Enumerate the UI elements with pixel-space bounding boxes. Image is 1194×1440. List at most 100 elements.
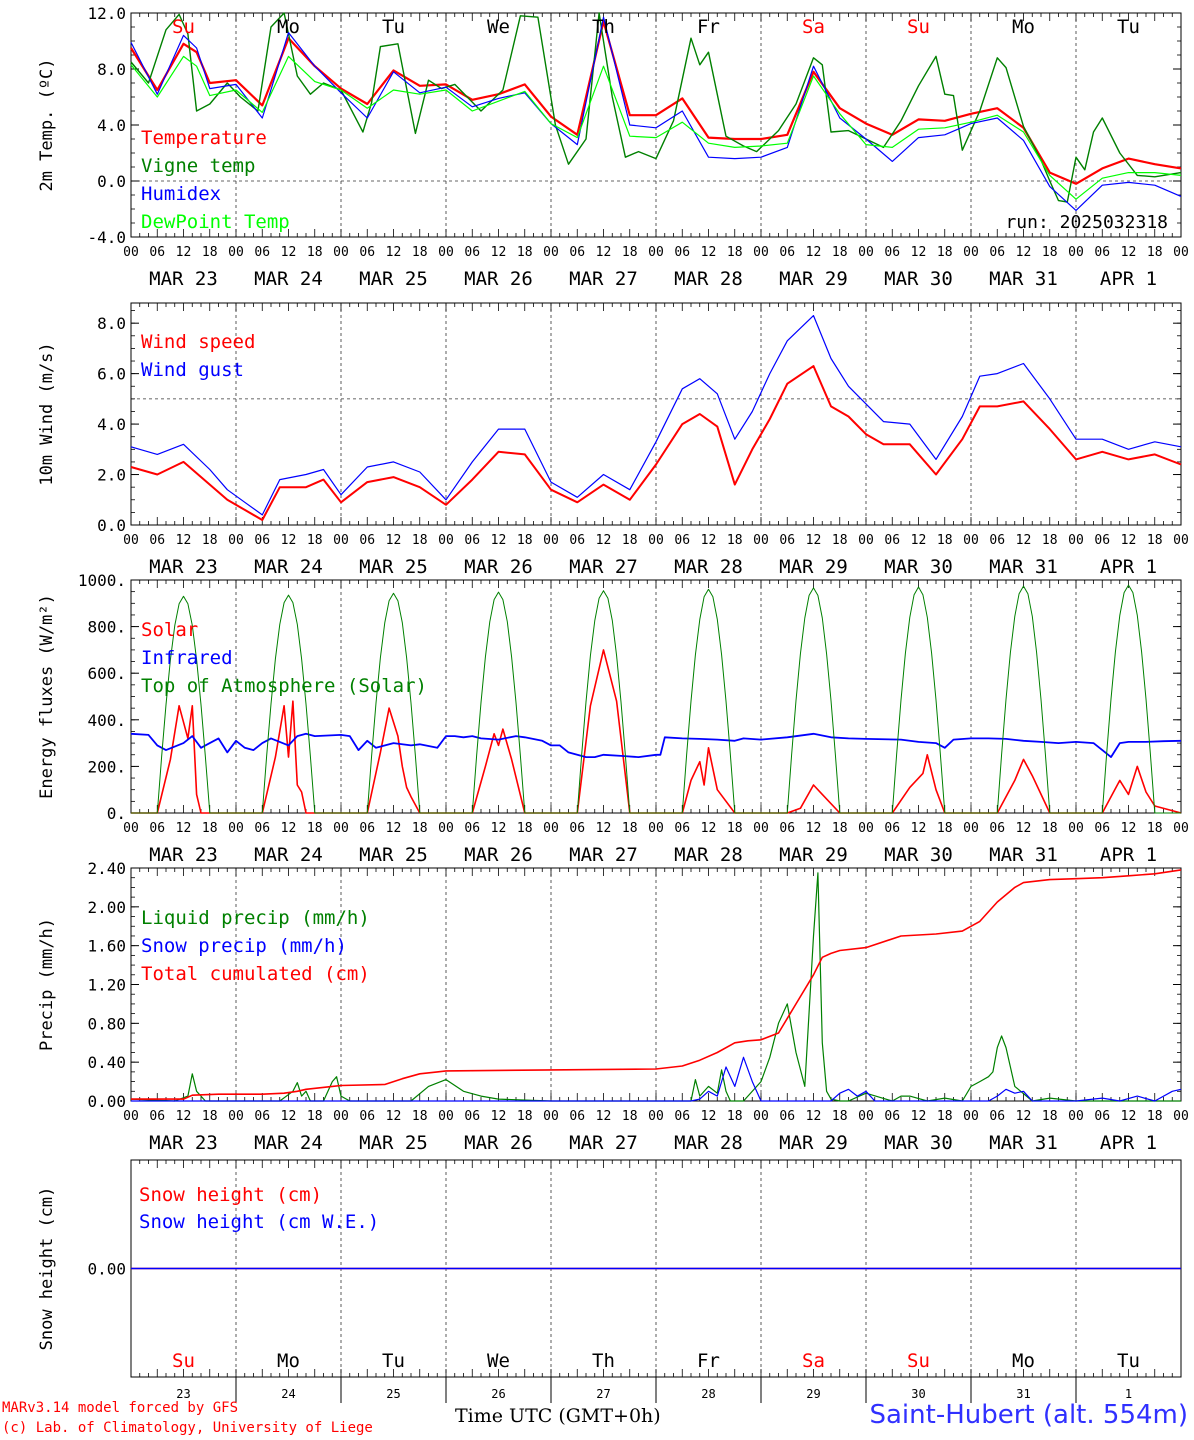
date-label: MAR 30 xyxy=(884,1132,953,1154)
date-label: MAR 29 xyxy=(779,1132,848,1154)
series-line-top-of-atmosphere-solar- xyxy=(131,584,1181,814)
date-label: MAR 24 xyxy=(254,556,323,578)
date-label: MAR 26 xyxy=(464,556,533,578)
hour-tick-label: 00 xyxy=(753,821,769,836)
hour-tick-label: 00 xyxy=(228,821,244,836)
weekday-label: Su xyxy=(907,16,930,38)
legend-entry: Wind speed xyxy=(141,331,255,353)
date-label: MAR 31 xyxy=(989,844,1058,866)
hour-tick-label: 12 xyxy=(911,245,927,260)
day-number-label: 25 xyxy=(386,1387,400,1401)
date-label: MAR 27 xyxy=(569,556,638,578)
hour-tick-label: 00 xyxy=(228,245,244,260)
weekday-label-bottom: Tu xyxy=(382,1350,405,1372)
weekday-label-bottom: Tu xyxy=(1117,1350,1140,1372)
day-number-label: 26 xyxy=(491,1387,505,1401)
hour-tick-label: 12 xyxy=(1121,533,1137,548)
hour-tick-label: 18 xyxy=(727,821,743,836)
weekday-label: Mo xyxy=(277,16,300,38)
hour-tick-label: 00 xyxy=(1173,1109,1189,1124)
date-label: MAR 23 xyxy=(149,268,218,290)
hour-tick-label: 00 xyxy=(123,245,139,260)
hour-tick-label: 12 xyxy=(1016,821,1032,836)
hour-tick-label: 18 xyxy=(1042,821,1058,836)
hour-tick-label: 06 xyxy=(779,533,795,548)
hour-tick-label: 00 xyxy=(333,533,349,548)
hour-tick-label: 00 xyxy=(858,821,874,836)
hour-tick-label: 06 xyxy=(464,1109,480,1124)
hour-tick-label: 12 xyxy=(386,245,402,260)
hour-tick-label: 18 xyxy=(412,821,428,836)
date-label: MAR 27 xyxy=(569,268,638,290)
hour-tick-label: 12 xyxy=(911,533,927,548)
legend-entry: Vigne temp xyxy=(141,155,255,177)
y-axis-title: 10m Wind (m/s) xyxy=(37,342,57,485)
hour-tick-label: 12 xyxy=(596,533,612,548)
hour-tick-label: 00 xyxy=(438,1109,454,1124)
y-axis-title: 2m Temp. (ºC) xyxy=(37,58,57,191)
series-line-total-cumulated-cm- xyxy=(131,869,1182,1100)
date-label: APR 1 xyxy=(1100,1132,1157,1154)
series-line-liquid-precip-mm-h- xyxy=(130,872,1181,1102)
hour-tick-label: 12 xyxy=(701,533,717,548)
hour-tick-label: 12 xyxy=(176,245,192,260)
hour-tick-label: 06 xyxy=(464,533,480,548)
hour-tick-label: 18 xyxy=(412,245,428,260)
hour-tick-label: 00 xyxy=(1173,533,1189,548)
hour-tick-label: 06 xyxy=(884,533,900,548)
series-line-wind-speed xyxy=(130,365,1182,521)
weekday-label: Sa xyxy=(802,16,825,38)
date-label: MAR 31 xyxy=(989,556,1058,578)
hour-tick-label: 06 xyxy=(359,245,375,260)
hour-tick-label: 00 xyxy=(228,1109,244,1124)
legend-entry: Total cumulated (cm) xyxy=(141,963,370,985)
weekday-label: We xyxy=(487,16,510,38)
hour-tick-label: 00 xyxy=(963,821,979,836)
hour-tick-label: 12 xyxy=(596,821,612,836)
weekday-label: Tu xyxy=(1117,16,1140,38)
hour-tick-label: 00 xyxy=(1068,533,1084,548)
hour-tick-label: 12 xyxy=(911,821,927,836)
y-tick-label: 0.00 xyxy=(87,1260,126,1279)
y-tick-label: 0. xyxy=(107,804,126,823)
hour-tick-label: 00 xyxy=(228,533,244,548)
hour-tick-label: 18 xyxy=(412,1109,428,1124)
legend-entry: Top of Atmosphere (Solar) xyxy=(141,675,427,697)
hour-tick-label: 12 xyxy=(386,533,402,548)
weekday-label: Su xyxy=(172,16,195,38)
legend-entry: Humidex xyxy=(141,183,221,205)
panel-2: 0.0 2.0 4.0 6.0 8.0 10m Wind (m/s) 00 06 12 18 00 0… xyxy=(37,302,1189,578)
hour-tick-label: 12 xyxy=(386,821,402,836)
hour-tick-label: 06 xyxy=(674,1109,690,1124)
hour-tick-label: 18 xyxy=(832,1109,848,1124)
legend-entry: Solar xyxy=(141,619,198,641)
series-line-vigne-temp xyxy=(130,12,1182,203)
hour-tick-label: 18 xyxy=(202,533,218,548)
hour-tick-label: 12 xyxy=(806,1109,822,1124)
date-label: MAR 25 xyxy=(359,556,428,578)
hour-tick-label: 18 xyxy=(1147,821,1163,836)
panel-3: 0. 200. 400. 600. 800. 1000. Energy fluxes (W/… xyxy=(37,571,1189,866)
hour-tick-label: 06 xyxy=(884,821,900,836)
x-axis-title: Time UTC (GMT+0h) xyxy=(455,1405,661,1427)
hour-tick-label: 06 xyxy=(254,1109,270,1124)
hour-tick-label: 06 xyxy=(569,245,585,260)
hour-tick-label: 12 xyxy=(1016,533,1032,548)
legend-entry: DewPoint Temp xyxy=(141,211,290,233)
hour-tick-label: 12 xyxy=(806,533,822,548)
day-number-label: 27 xyxy=(596,1387,610,1401)
hour-tick-label: 12 xyxy=(1121,1109,1137,1124)
hour-tick-label: 18 xyxy=(517,821,533,836)
hour-tick-label: 06 xyxy=(254,821,270,836)
hour-tick-label: 00 xyxy=(753,245,769,260)
weekday-label: Mo xyxy=(1012,16,1035,38)
day-number-label: 30 xyxy=(911,1387,925,1401)
y-tick-label: 600. xyxy=(87,664,126,683)
hour-tick-label: 00 xyxy=(1068,821,1084,836)
date-label: MAR 26 xyxy=(464,268,533,290)
y-tick-label: 2.0 xyxy=(97,466,126,485)
date-label: MAR 26 xyxy=(464,844,533,866)
hour-tick-label: 06 xyxy=(359,533,375,548)
hour-tick-label: 18 xyxy=(307,1109,323,1124)
